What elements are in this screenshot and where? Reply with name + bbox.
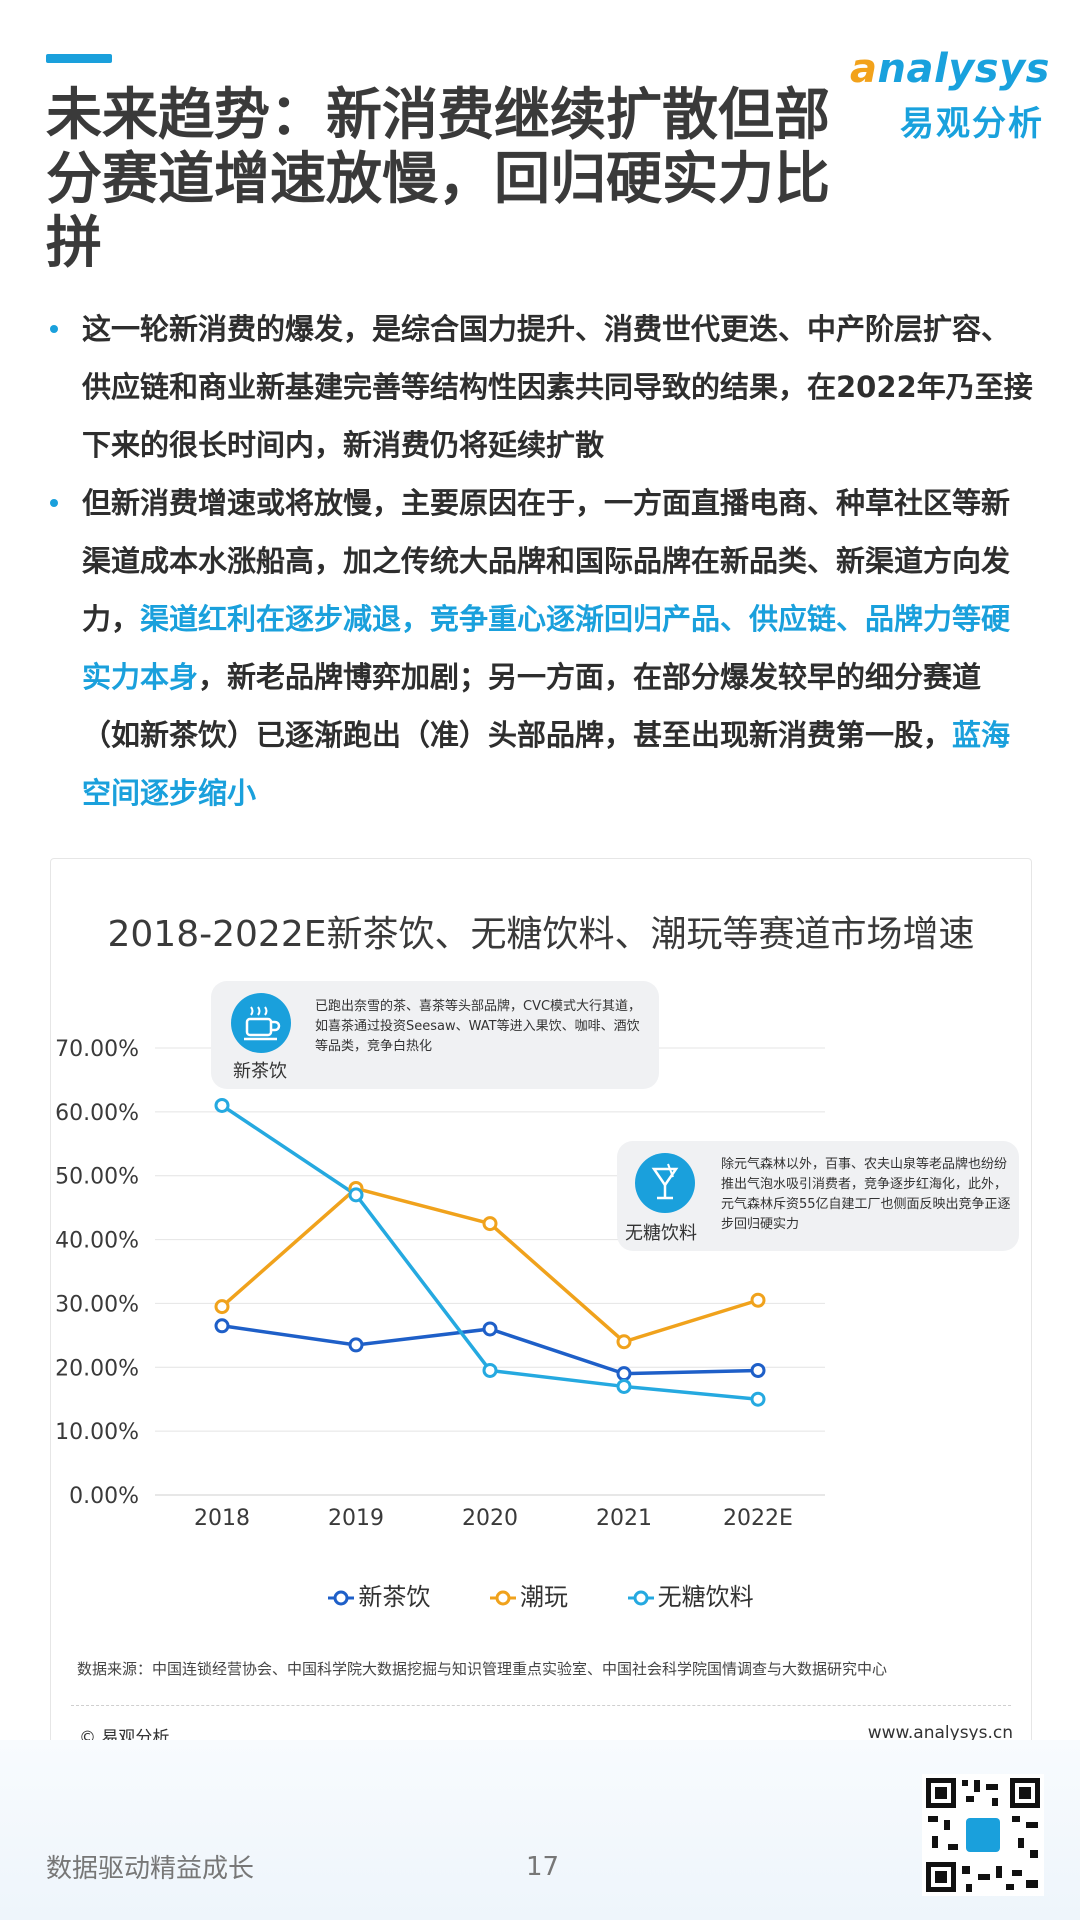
x-tick-label: 2019 [328, 1506, 384, 1531]
data-point [616, 1334, 632, 1350]
bullet-list: 这一轮新消费的爆发，是综合国力提升、消费世代更迭、中产阶层扩容、供应链和商业新基… [48, 300, 1038, 822]
data-source: 数据来源：中国连锁经营协会、中国科学院大数据挖掘与知识管理重点实验室、中国社会科… [77, 1660, 888, 1678]
data-point [348, 1187, 364, 1203]
y-tick-label: 20.00% [55, 1356, 139, 1381]
y-tick-label: 30.00% [55, 1292, 139, 1317]
callout-text: 已跑出奈雪的茶、喜茶等头部品牌，CVC模式大行其道，如喜茶通过投资Seesaw、… [315, 999, 642, 1054]
data-point [750, 1362, 766, 1378]
x-tick-label: 2022E [723, 1506, 793, 1531]
y-tick-label: 60.00% [55, 1101, 139, 1126]
bullet-item-1: 这一轮新消费的爆发，是综合国力提升、消费世代更迭、中产阶层扩容、供应链和商业新基… [48, 300, 1038, 474]
highlight-text: 渠道红利在逐步减退，竞争重心逐渐回归产品、供应链、品牌力等硬实力本身 [82, 602, 1011, 694]
y-tick-label: 10.00% [55, 1420, 139, 1445]
callout-text: 除元气森林以外，百事、农夫山泉等老品牌也纷纷推出气泡水吸引消费者，竞争逐步红海化… [721, 1157, 1011, 1232]
y-tick-label: 50.00% [55, 1165, 139, 1190]
bullet-text: 这一轮新消费的爆发，是综合国力提升、消费世代更迭、中产阶层扩容、供应链和商业新基… [82, 312, 1033, 462]
title-accent-bar [46, 54, 112, 63]
page-number: 17 [526, 1852, 560, 1882]
data-point [482, 1216, 498, 1232]
tea-cup-icon [231, 993, 291, 1053]
y-tick-label: 40.00% [55, 1229, 139, 1254]
highlight-text: 蓝海空间逐步缩小 [82, 718, 1011, 810]
bullet-text: 但新消费增速或将放慢，主要原因在于，一方面直播电商、种草社区等新渠道成本水涨船高… [82, 486, 1011, 636]
website-link[interactable]: www.analysys.cn [867, 1723, 1013, 1743]
callout-tea: 新茶饮 已跑出奈雪的茶、喜茶等头部品牌，CVC模式大行其道，如喜茶通过投资See… [211, 981, 659, 1089]
page-title: 未来趋势：新消费继续扩散但部分赛道增速放慢，回归硬实力比拼 [46, 83, 830, 276]
data-point [214, 1097, 230, 1113]
bullet-text: ，新老品牌博弈加剧；另一方面，在部分爆发较早的细分赛道（如新茶饮）已逐渐跑出（准… [82, 660, 982, 752]
data-point [348, 1337, 364, 1353]
drink-glass-icon [635, 1153, 695, 1213]
legend-item-sugar-free: 无糖饮料 [627, 1577, 754, 1612]
divider [71, 1705, 1011, 1706]
chart-legend: 新茶饮 潮玩 无糖饮料 [51, 1577, 1031, 1612]
legend-item-tea: 新茶饮 [328, 1577, 430, 1612]
bullet-dot [50, 325, 58, 333]
y-tick-label: 0.00% [69, 1484, 139, 1509]
data-point [214, 1299, 230, 1315]
callout-category: 无糖饮料 [625, 1223, 697, 1244]
analysys-logo: analysys 易观分析 [850, 46, 1050, 146]
chart-title: 2018-2022E新茶饮、无糖饮料、潮玩等赛道市场增速 [107, 914, 975, 955]
legend-item-toys: 潮玩 [490, 1577, 568, 1612]
qr-code [922, 1774, 1044, 1896]
logo-en: analysys [850, 46, 1050, 92]
bullet-item-2: 但新消费增速或将放慢，主要原因在于，一方面直播电商、种草社区等新渠道成本水涨船高… [48, 474, 1038, 822]
footer-background [0, 1740, 1080, 1920]
data-point [616, 1366, 632, 1382]
x-tick-label: 2020 [462, 1506, 518, 1531]
data-point [482, 1362, 498, 1378]
callout-category: 新茶饮 [233, 1061, 287, 1082]
callout-sugar-free: 无糖饮料 除元气森林以外，百事、农夫山泉等老品牌也纷纷推出气泡水吸引消费者，竞争… [617, 1141, 1019, 1251]
data-point [750, 1391, 766, 1407]
data-point [482, 1321, 498, 1337]
data-point [750, 1292, 766, 1308]
logo-cn: 易观分析 [900, 104, 1044, 144]
x-tick-label: 2018 [194, 1506, 250, 1531]
chart-card: 2018-2022E新茶饮、无糖饮料、潮玩等赛道市场增速 0.00% 10.00%… [50, 858, 1032, 1758]
data-point [214, 1318, 230, 1334]
data-point [616, 1378, 632, 1394]
y-tick-label: 70.00% [55, 1037, 139, 1062]
x-tick-label: 2021 [596, 1506, 652, 1531]
bullet-dot [50, 499, 58, 507]
footer-slogan: 数据驱动精益成长 [46, 1854, 255, 1884]
